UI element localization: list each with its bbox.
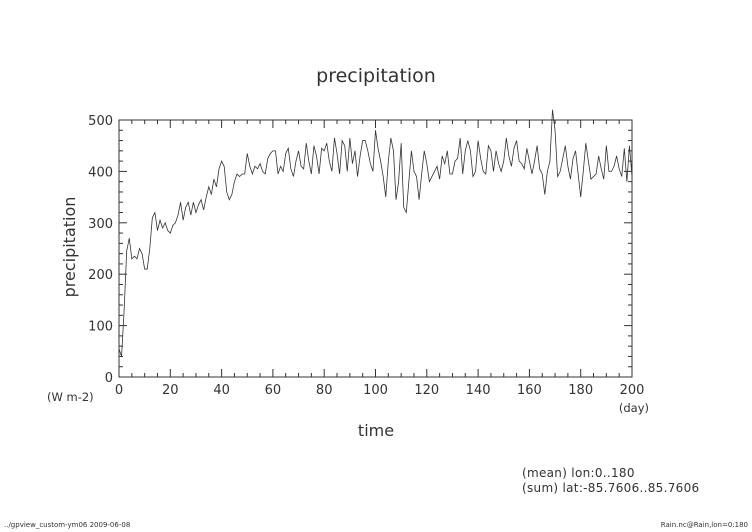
y-tick-label: 200 — [88, 268, 113, 283]
y-tick-label: 0 — [105, 371, 113, 386]
x-unit-label: (day) — [619, 401, 649, 415]
footer-left-text: ../gpview_custom-ym06 2009-06-08 — [4, 521, 131, 529]
y-tick-label: 100 — [88, 320, 113, 335]
y-unit-label: (W m-2) — [47, 390, 94, 404]
x-tick-label: 180 — [568, 383, 593, 398]
x-tick-label: 80 — [316, 383, 333, 398]
precipitation-series-line — [118, 109, 633, 357]
mean-note: (mean) lon:0..180 — [522, 466, 635, 480]
plot-frame — [118, 119, 633, 378]
y-tick-label: 500 — [88, 114, 113, 129]
x-tick-label: 200 — [620, 383, 645, 398]
x-tick-label: 40 — [213, 383, 230, 398]
x-tick-label: 120 — [414, 383, 439, 398]
x-tick-label: 0 — [115, 383, 123, 398]
x-tick-label: 160 — [517, 383, 542, 398]
x-tick-label: 100 — [363, 383, 388, 398]
y-axis-label: precipitation — [60, 197, 79, 298]
sum-note: (sum) lat:-85.7606..85.7606 — [522, 481, 700, 495]
x-axis-label: time — [358, 421, 394, 440]
chart-title: precipitation — [316, 65, 436, 87]
x-tick-label: 60 — [265, 383, 282, 398]
x-axis-ticks: 0 20 40 60 80 100 120 140 160 180 200 — [115, 120, 645, 398]
x-tick-label: 140 — [466, 383, 491, 398]
y-axis-ticks: 0 100 200 300 400 500 — [88, 114, 632, 386]
x-tick-label: 20 — [162, 383, 179, 398]
footer-right-text: Rain.nc@Rain,lon=0:180 — [660, 521, 748, 529]
y-tick-label: 300 — [88, 217, 113, 232]
y-tick-label: 400 — [88, 165, 113, 180]
